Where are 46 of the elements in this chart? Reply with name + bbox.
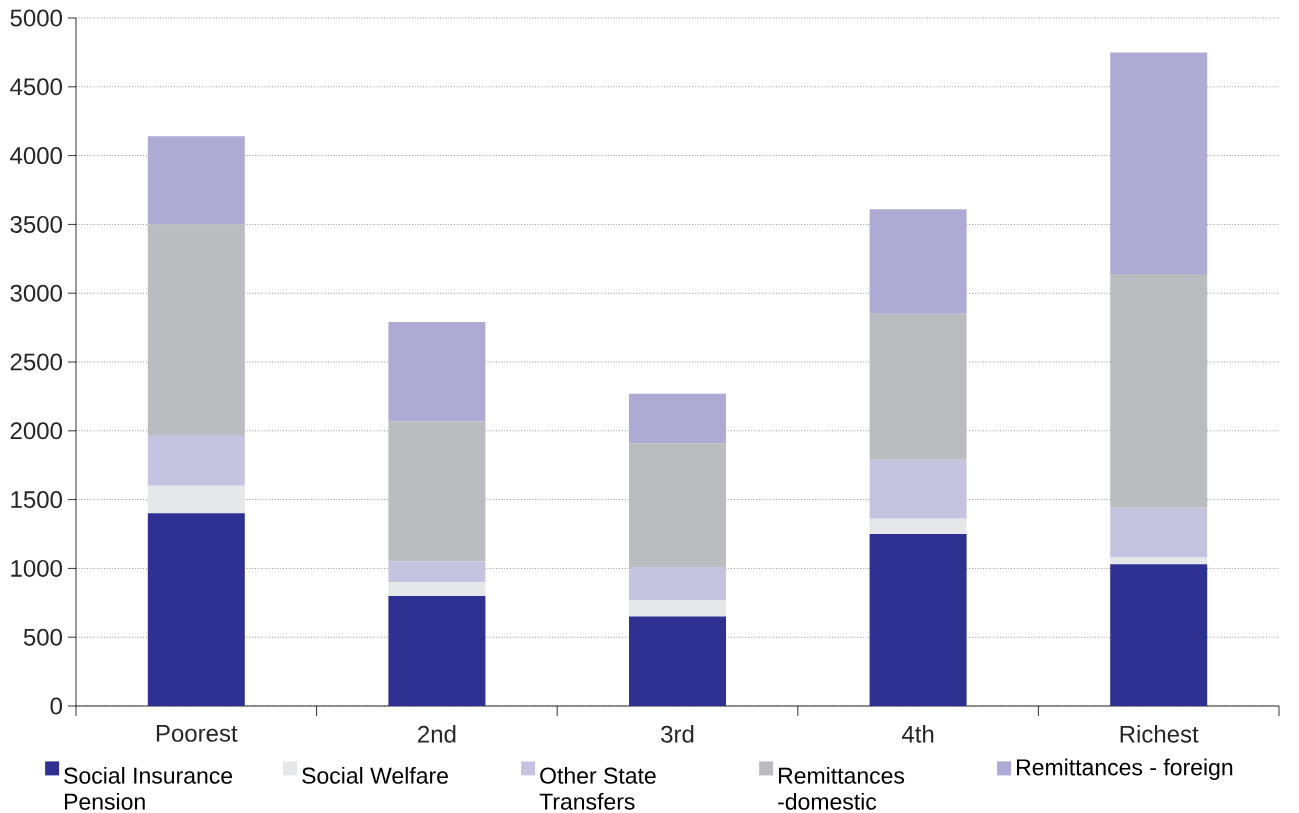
bar xyxy=(869,534,967,706)
x-tick-label: 3rd xyxy=(661,725,694,743)
y-tick-label: 2500 xyxy=(10,353,62,371)
y-tick-label: 1000 xyxy=(11,559,62,577)
bar xyxy=(869,313,967,460)
bar xyxy=(1110,52,1208,274)
legend-label: Other State Transfers xyxy=(539,766,656,810)
y-tick-label: 5000 xyxy=(10,9,62,27)
bar xyxy=(388,582,486,596)
legend-label: Social Welfare xyxy=(302,766,448,784)
legend-label: Social Insurance Pension xyxy=(64,766,233,810)
y-tick-label: 3500 xyxy=(10,215,62,233)
bar xyxy=(869,209,967,314)
bar xyxy=(388,595,486,706)
bar xyxy=(388,421,486,562)
bar xyxy=(147,224,245,435)
y-tick-label: 4500 xyxy=(10,78,62,96)
y-tick-label: 500 xyxy=(23,628,62,646)
y-tick-label: 0 xyxy=(50,697,63,715)
bar xyxy=(1110,557,1208,565)
bar xyxy=(629,393,727,444)
bar xyxy=(1110,507,1208,558)
bar xyxy=(147,434,245,486)
x-tick-label: 4th xyxy=(901,725,934,743)
y-tick-label: 4000 xyxy=(10,147,62,165)
x-tick-label: 2nd xyxy=(418,725,456,743)
bar xyxy=(388,561,486,583)
bar xyxy=(147,513,245,706)
bar xyxy=(869,518,967,534)
bar xyxy=(388,322,486,422)
y-tick-label: 2000 xyxy=(10,422,62,440)
bar xyxy=(147,136,245,225)
bar xyxy=(629,616,727,706)
x-tick-label: Poorest xyxy=(156,725,238,742)
bar xyxy=(1110,564,1208,706)
bar xyxy=(147,485,245,514)
legend-label: Remittances - foreign xyxy=(1017,758,1233,780)
bar xyxy=(629,600,727,617)
bar xyxy=(629,567,727,601)
bar xyxy=(1110,273,1208,508)
y-tick-label: 3000 xyxy=(10,284,62,302)
legend-label: Remittances -domestic xyxy=(778,766,905,810)
y-tick-label: 1500 xyxy=(11,491,62,509)
bar xyxy=(629,443,727,568)
bar xyxy=(869,459,967,519)
x-tick-label: Richest xyxy=(1120,725,1199,743)
